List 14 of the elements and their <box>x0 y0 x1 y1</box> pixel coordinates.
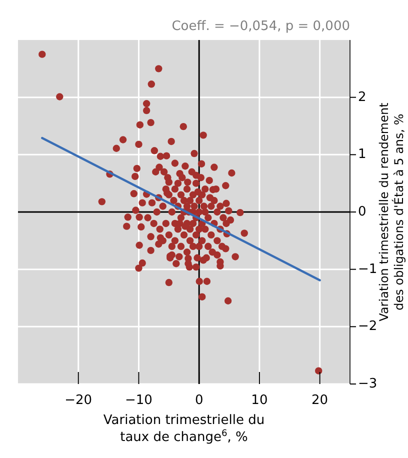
chart-title: Coeff. = −0,054, p = 0,000 <box>172 19 350 34</box>
x-tick-label: 0 <box>194 393 204 408</box>
y-tick-label: −1 <box>358 262 378 277</box>
x-tick-label: 20 <box>312 393 328 408</box>
y-tick-label: −2 <box>358 319 378 334</box>
x-axis-title: Variation trimestrielle du taux de change$^{6}$, % <box>103 413 265 445</box>
x-tick-label: −20 <box>64 393 92 408</box>
x-tick-label: 10 <box>251 393 268 408</box>
y-tick-label: 2 <box>358 90 366 105</box>
x-tick-label: −10 <box>125 393 152 408</box>
y-tick-label: 0 <box>358 204 366 220</box>
y-axis-title: Variation trimestrielle du rendement des obligations d'État à 5 ans, % <box>377 102 406 322</box>
y-tick-label: −3 <box>358 376 378 392</box>
y-tick-label: 1 <box>358 147 366 162</box>
